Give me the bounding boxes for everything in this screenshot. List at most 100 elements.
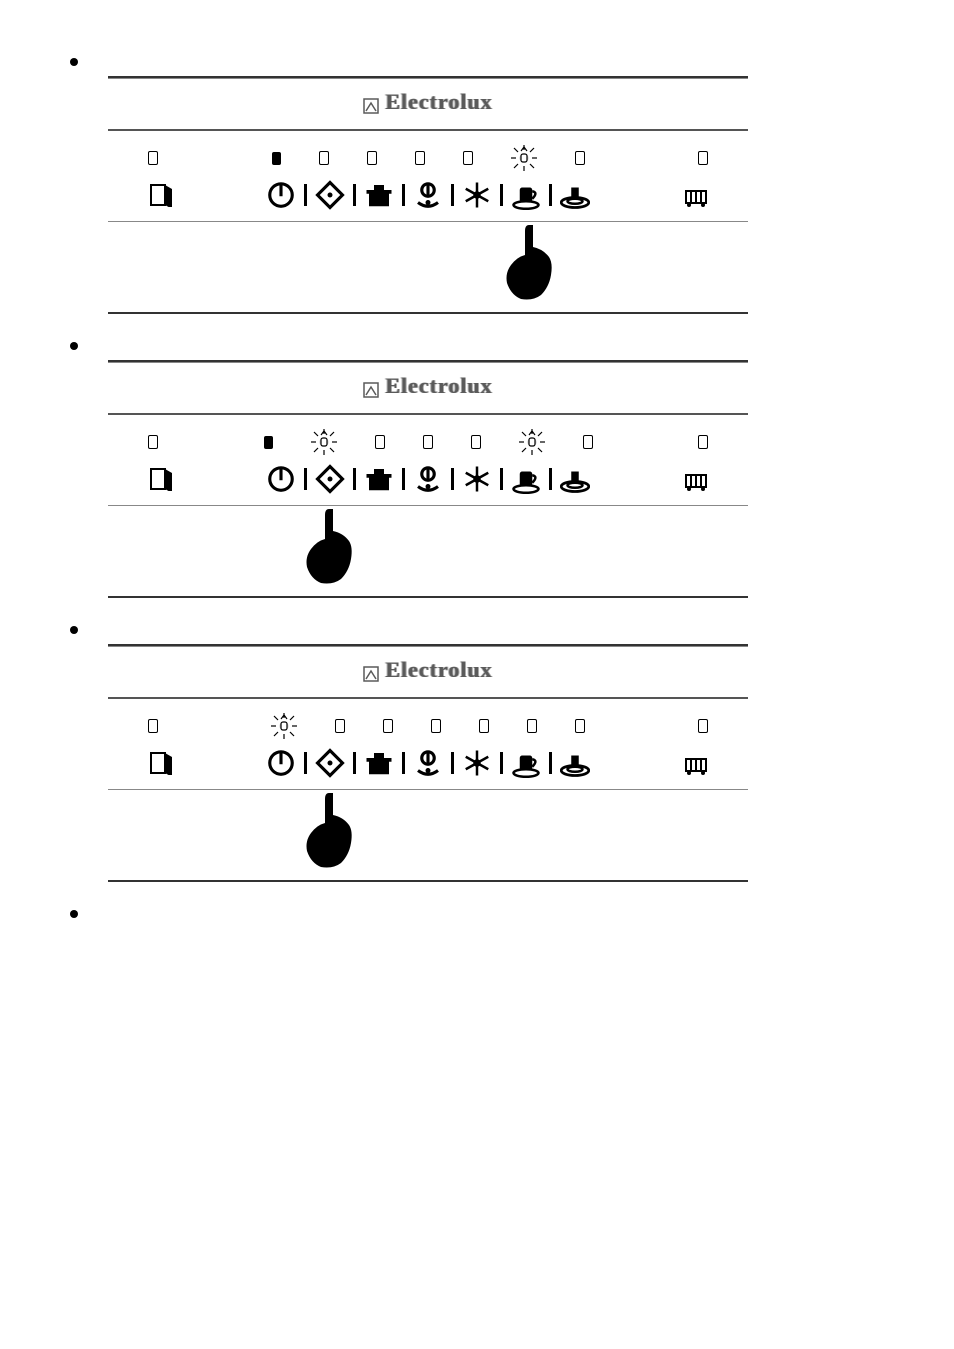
plate-icon[interactable] bbox=[560, 467, 590, 491]
led-indicator bbox=[575, 719, 585, 733]
pointing-hand-icon bbox=[303, 509, 355, 584]
control-panel-figure-2: Electrolux bbox=[108, 360, 884, 598]
brand-text: Electrolux bbox=[385, 373, 492, 399]
baby-grid-icon[interactable] bbox=[684, 467, 708, 491]
separator bbox=[353, 184, 356, 206]
bullet-marker bbox=[70, 910, 78, 918]
rinse-icon[interactable] bbox=[462, 467, 492, 491]
led-indicator-row bbox=[108, 131, 748, 177]
led-indicator bbox=[148, 151, 158, 165]
bullet-marker bbox=[70, 58, 78, 66]
separator bbox=[353, 752, 356, 774]
led-indicator bbox=[383, 719, 393, 733]
brand-logo-icon bbox=[363, 378, 379, 394]
pointing-hand-icon bbox=[503, 225, 555, 300]
power-icon[interactable] bbox=[266, 751, 296, 775]
led-indicator bbox=[367, 151, 377, 165]
control-panel-figure-3: Electrolux bbox=[108, 644, 884, 882]
brand-text: Electrolux bbox=[385, 657, 492, 683]
separator bbox=[549, 184, 552, 206]
separator bbox=[500, 468, 503, 490]
normal-icon[interactable] bbox=[413, 751, 443, 775]
led-indicator-on bbox=[264, 436, 273, 449]
rinse-icon[interactable] bbox=[462, 183, 492, 207]
led-indicator-active-glow bbox=[511, 145, 537, 171]
bullet-item bbox=[70, 902, 884, 918]
quick-icon[interactable] bbox=[511, 751, 541, 775]
led-indicator bbox=[415, 151, 425, 165]
hand-pointer-row bbox=[108, 506, 748, 596]
diamond-icon[interactable] bbox=[315, 751, 345, 775]
normal-icon[interactable] bbox=[413, 183, 443, 207]
door-open-icon[interactable] bbox=[148, 183, 172, 207]
separator bbox=[304, 752, 307, 774]
brand-row: Electrolux bbox=[108, 646, 748, 699]
door-open-icon[interactable] bbox=[148, 467, 172, 491]
plate-icon[interactable] bbox=[560, 751, 590, 775]
brand-logo-icon bbox=[363, 662, 379, 678]
led-indicator bbox=[148, 719, 158, 733]
separator bbox=[402, 752, 405, 774]
separator bbox=[500, 752, 503, 774]
led-indicator bbox=[479, 719, 489, 733]
quick-icon[interactable] bbox=[511, 467, 541, 491]
separator bbox=[451, 752, 454, 774]
led-indicator bbox=[319, 151, 329, 165]
led-indicator-active-glow bbox=[271, 713, 297, 739]
wash-heavy-icon[interactable] bbox=[364, 467, 394, 491]
led-indicator bbox=[431, 719, 441, 733]
wash-heavy-icon[interactable] bbox=[364, 183, 394, 207]
led-indicator bbox=[471, 435, 481, 449]
led-indicator bbox=[335, 719, 345, 733]
brand-row: Electrolux bbox=[108, 362, 748, 415]
plate-icon[interactable] bbox=[560, 183, 590, 207]
brand-logo-icon bbox=[363, 94, 379, 110]
led-indicator-active-glow bbox=[519, 429, 545, 455]
led-indicator-row bbox=[108, 415, 748, 461]
led-indicator bbox=[575, 151, 585, 165]
led-indicator bbox=[583, 435, 593, 449]
separator bbox=[549, 752, 552, 774]
bullet-item bbox=[70, 618, 884, 634]
separator bbox=[451, 468, 454, 490]
led-indicator bbox=[698, 151, 708, 165]
baby-grid-icon[interactable] bbox=[684, 751, 708, 775]
wash-heavy-icon[interactable] bbox=[364, 751, 394, 775]
separator bbox=[353, 468, 356, 490]
normal-icon[interactable] bbox=[413, 467, 443, 491]
control-panel-figure-1: Electrolux bbox=[108, 76, 884, 314]
bullet-item bbox=[70, 50, 884, 66]
power-icon[interactable] bbox=[266, 183, 296, 207]
brand-text: Electrolux bbox=[385, 89, 492, 115]
quick-icon[interactable] bbox=[511, 183, 541, 207]
hand-pointer-row bbox=[108, 790, 748, 880]
led-indicator bbox=[423, 435, 433, 449]
rinse-icon[interactable] bbox=[462, 751, 492, 775]
separator bbox=[549, 468, 552, 490]
bullet-marker bbox=[70, 626, 78, 634]
separator bbox=[451, 184, 454, 206]
led-indicator bbox=[698, 435, 708, 449]
separator bbox=[304, 468, 307, 490]
separator bbox=[402, 184, 405, 206]
led-indicator bbox=[527, 719, 537, 733]
led-indicator bbox=[463, 151, 473, 165]
diamond-icon[interactable] bbox=[315, 183, 345, 207]
led-indicator-active-glow bbox=[311, 429, 337, 455]
separator bbox=[402, 468, 405, 490]
power-icon[interactable] bbox=[266, 467, 296, 491]
baby-grid-icon[interactable] bbox=[684, 183, 708, 207]
led-indicator-on bbox=[272, 152, 281, 165]
door-open-icon[interactable] bbox=[148, 751, 172, 775]
button-icons-row bbox=[108, 461, 748, 506]
separator bbox=[304, 184, 307, 206]
brand-row: Electrolux bbox=[108, 78, 748, 131]
hand-pointer-row bbox=[108, 222, 748, 312]
diamond-icon[interactable] bbox=[315, 467, 345, 491]
button-icons-row bbox=[108, 745, 748, 790]
led-indicator bbox=[148, 435, 158, 449]
led-indicator-row bbox=[108, 699, 748, 745]
bullet-marker bbox=[70, 342, 78, 350]
bullet-item bbox=[70, 334, 884, 350]
pointing-hand-icon bbox=[303, 793, 355, 868]
